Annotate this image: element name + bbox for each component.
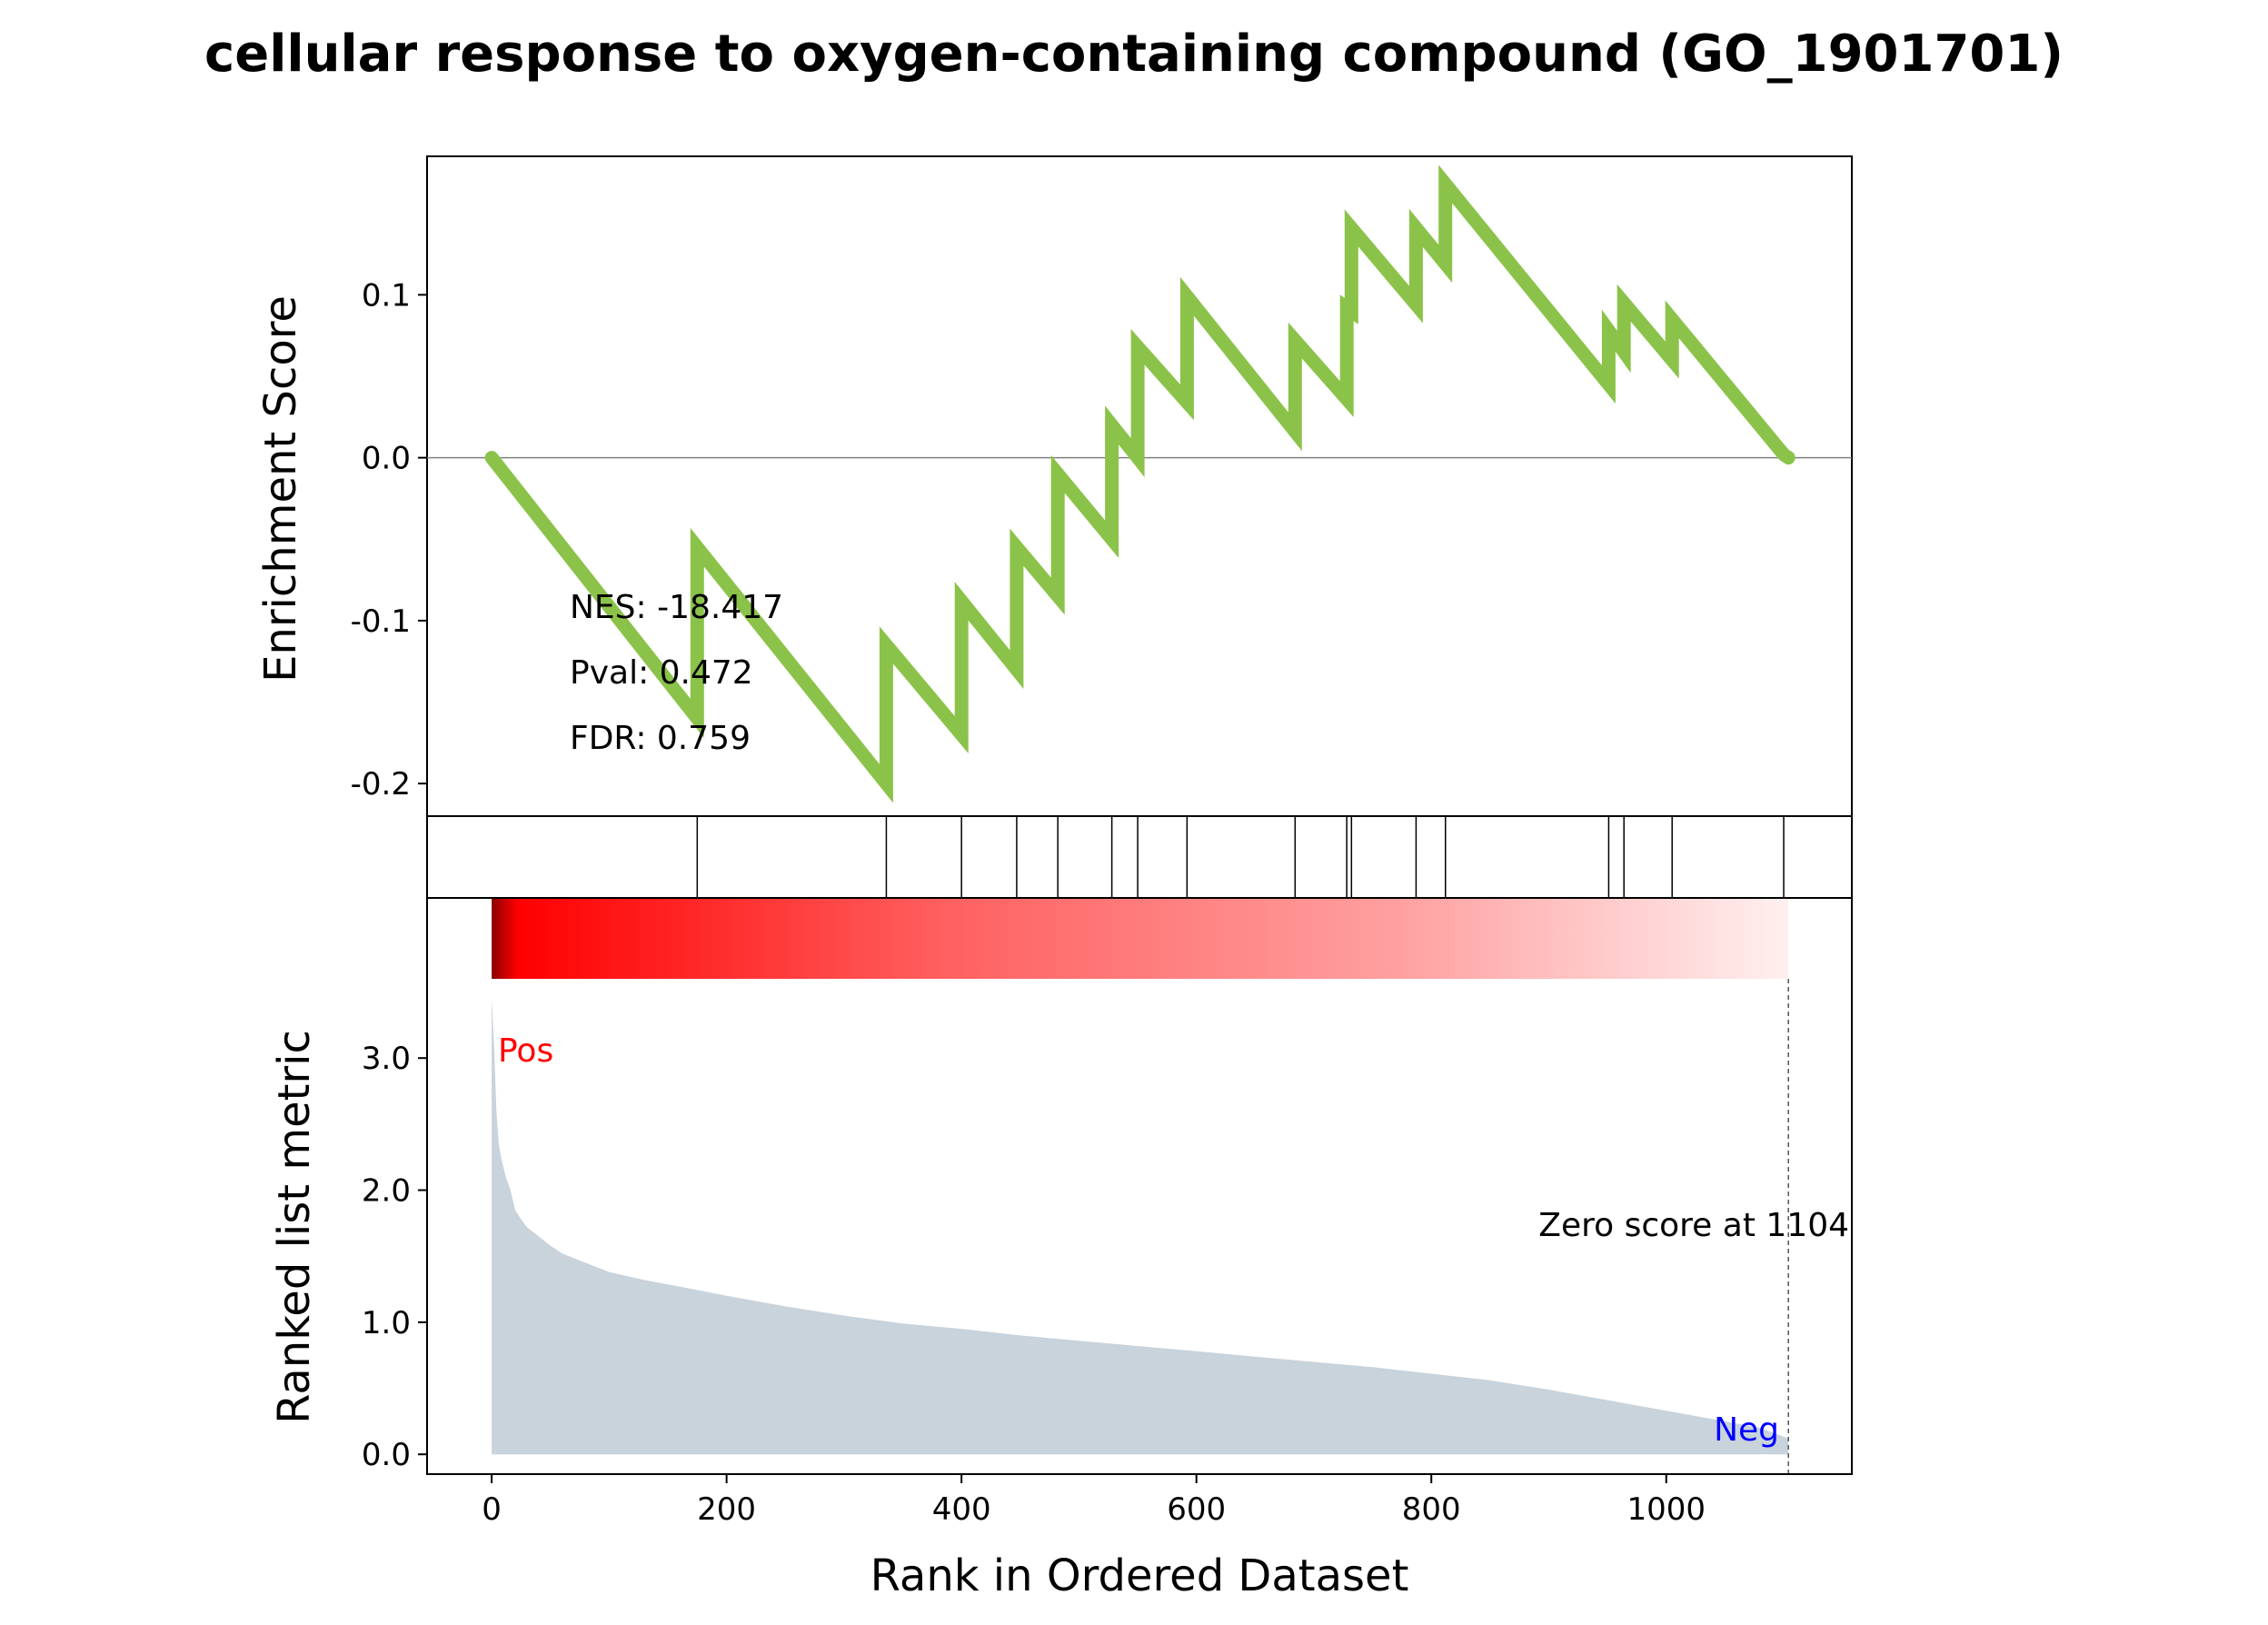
x-tick-label: 600 bbox=[1167, 1491, 1226, 1528]
x-tick-label: 0 bbox=[482, 1491, 502, 1528]
pval-stat: Pval: 0.472 bbox=[570, 654, 753, 692]
hits-frame bbox=[426, 815, 1853, 899]
es-y-tick-label: -0.1 bbox=[351, 603, 411, 640]
es-axis-label: Enrichment Score bbox=[255, 295, 306, 683]
x-tick-label: 1000 bbox=[1626, 1491, 1706, 1528]
rank-color-bar bbox=[492, 898, 1789, 979]
hit-marker-panel bbox=[426, 815, 1853, 899]
ranked-metric-panel: 0.0 1.0 2.0 3.0 0 200 400 600 800 1000 bbox=[362, 897, 1853, 1528]
x-tick-label: 200 bbox=[697, 1491, 756, 1528]
neg-label: Neg bbox=[1714, 1411, 1779, 1449]
rank-y-tick-label: 1.0 bbox=[362, 1305, 411, 1341]
enrichment-score-panel: -0.2 -0.1 0.0 0.1 bbox=[351, 155, 1853, 817]
es-y-tick-label: 0.0 bbox=[362, 441, 411, 477]
rank-y-tick-label: 2.0 bbox=[362, 1173, 411, 1210]
zero-score-text: Zero score at 1104 bbox=[1538, 1207, 1849, 1244]
x-tick-label: 800 bbox=[1402, 1491, 1461, 1528]
pos-label: Pos bbox=[498, 1032, 553, 1070]
enrichment-score-line bbox=[484, 164, 1796, 803]
es-y-tick-label: 0.1 bbox=[362, 277, 411, 314]
es-y-tick-label: -0.2 bbox=[351, 766, 411, 803]
fdr-stat: FDR: 0.759 bbox=[570, 720, 751, 757]
rank-axis-label: Ranked list metric bbox=[269, 1030, 320, 1424]
es-frame bbox=[426, 155, 1853, 817]
rank-y-tick-label: 3.0 bbox=[362, 1041, 411, 1077]
chart-title: cellular response to oxygen-containing c… bbox=[204, 25, 2064, 84]
x-axis-label: Rank in Ordered Dataset bbox=[870, 1550, 1409, 1601]
ranked-metric-area bbox=[492, 998, 1789, 1455]
rank-y-tick-label: 0.0 bbox=[362, 1437, 411, 1473]
x-tick-label: 400 bbox=[932, 1491, 991, 1528]
nes-stat: NES: -18.417 bbox=[570, 589, 783, 626]
rank-frame bbox=[426, 897, 1853, 1475]
